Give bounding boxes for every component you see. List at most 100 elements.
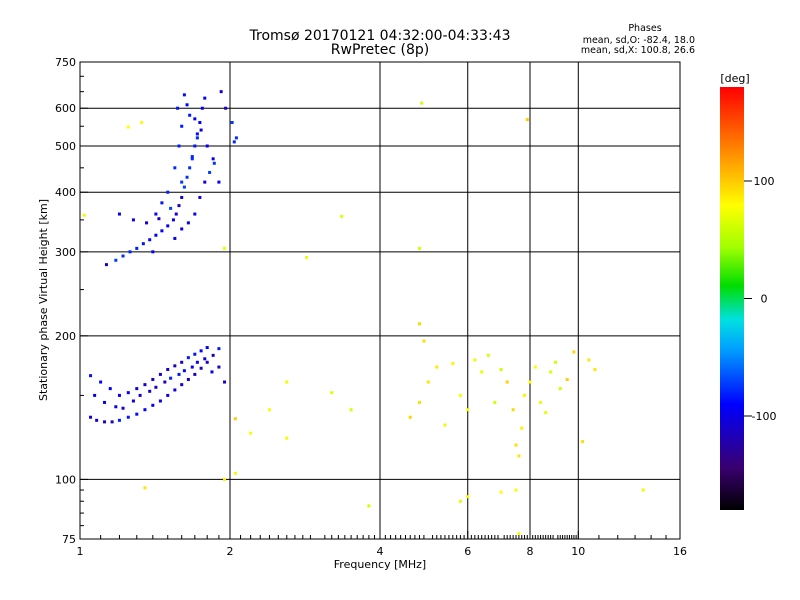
data-point	[131, 399, 135, 403]
y-axis-ticks: 75 100 200 300 400 500 600 750	[55, 56, 88, 546]
data-point	[126, 125, 130, 129]
data-point	[217, 365, 221, 369]
y-tick-label: 600	[55, 102, 76, 115]
data-point	[505, 380, 509, 384]
data-point	[458, 393, 462, 397]
data-point	[565, 377, 569, 381]
colorbar-tick-label: 100	[754, 175, 775, 188]
data-point	[205, 346, 209, 350]
data-point	[224, 106, 228, 110]
data-point	[190, 155, 194, 159]
data-point	[186, 377, 190, 381]
x-tick-label: 1	[77, 545, 84, 558]
data-point	[182, 185, 186, 189]
data-point	[514, 488, 518, 492]
data-point	[200, 106, 204, 110]
y-tick-label: 100	[55, 473, 76, 486]
data-point	[223, 380, 227, 384]
data-point	[180, 360, 184, 364]
data-point	[190, 157, 194, 161]
grid-lines	[80, 62, 680, 539]
data-point	[180, 383, 184, 387]
data-point	[203, 96, 207, 100]
data-point	[126, 391, 130, 395]
data-point	[151, 377, 155, 381]
data-point	[210, 370, 214, 374]
data-point	[186, 356, 190, 360]
data-point	[195, 136, 199, 140]
data-point	[117, 393, 121, 397]
data-point	[114, 405, 118, 409]
data-point	[367, 504, 371, 508]
data-point	[131, 218, 135, 222]
data-point	[121, 254, 125, 258]
data-point	[572, 350, 576, 354]
data-point	[511, 408, 515, 412]
x-axis-label: Frequency [MHz]	[334, 558, 426, 571]
data-point	[208, 170, 212, 174]
data-point	[514, 443, 518, 447]
data-point	[544, 411, 548, 415]
data-point	[143, 383, 147, 387]
data-point	[121, 406, 125, 410]
data-point	[305, 255, 309, 259]
data-point	[185, 175, 189, 179]
data-point	[182, 369, 186, 373]
y-tick-label: 300	[55, 246, 76, 259]
data-point	[117, 418, 121, 422]
data-point	[417, 246, 421, 250]
data-point	[173, 388, 177, 392]
data-point	[82, 213, 86, 217]
data-point	[198, 195, 202, 199]
data-point	[173, 236, 177, 240]
x-tick-label: 4	[377, 545, 384, 558]
data-point	[151, 403, 155, 407]
x-tick-label: 16	[673, 545, 687, 558]
data-point	[182, 93, 186, 97]
chart-title: Tromsø 20170121 04:32:00-04:33:43	[249, 28, 511, 44]
data-point	[135, 246, 139, 250]
data-point	[195, 132, 199, 136]
data-point	[558, 387, 562, 391]
data-point	[157, 217, 161, 221]
data-point	[188, 113, 192, 117]
data-point	[232, 140, 236, 144]
data-point	[95, 418, 99, 422]
x-tick-label: 10	[571, 545, 585, 558]
data-point	[135, 412, 139, 416]
data-point	[158, 372, 162, 376]
data-point	[539, 400, 543, 404]
data-point	[203, 180, 207, 184]
data-point	[223, 477, 227, 481]
data-point	[581, 440, 585, 444]
data-point	[190, 365, 194, 369]
data-point	[466, 408, 470, 412]
data-point	[473, 358, 477, 362]
data-point	[103, 400, 107, 404]
data-point	[176, 106, 180, 110]
data-point	[135, 387, 139, 391]
data-point	[154, 212, 158, 216]
data-point	[89, 374, 93, 378]
colorbar-label: [deg]	[720, 72, 749, 85]
data-point	[234, 136, 238, 140]
y-tick-label: 400	[55, 186, 76, 199]
data-point	[230, 121, 234, 125]
data-point	[486, 353, 490, 357]
data-point	[99, 380, 103, 384]
data-point	[587, 358, 591, 362]
data-point	[89, 415, 93, 419]
data-point	[193, 212, 197, 216]
y-tick-label: 500	[55, 140, 76, 153]
data-point	[426, 380, 430, 384]
data-point	[199, 366, 203, 370]
data-points	[82, 90, 645, 536]
data-point	[549, 370, 553, 374]
data-point	[525, 118, 529, 122]
data-point	[195, 360, 199, 364]
data-point	[203, 357, 207, 361]
data-point	[205, 144, 209, 148]
data-point	[151, 250, 155, 254]
data-point	[186, 221, 190, 225]
